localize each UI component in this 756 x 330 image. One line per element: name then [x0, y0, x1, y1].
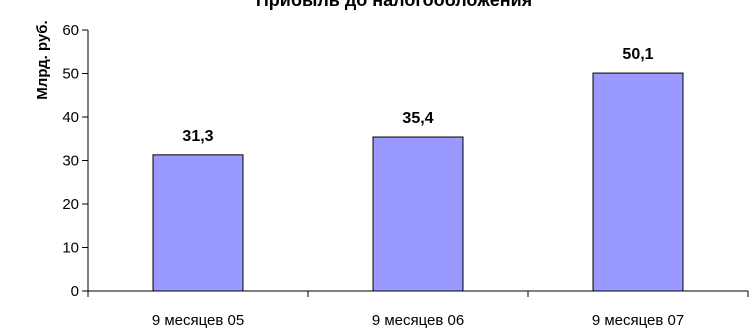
x-category-label: 9 месяцев 06: [372, 312, 464, 329]
bar: [592, 72, 684, 292]
bar: [372, 136, 464, 292]
y-tick-label: 50: [62, 66, 79, 83]
y-tick-label: 60: [62, 22, 79, 39]
y-tick-label: 40: [62, 109, 79, 126]
x-axis: 9 месяцев 05 9 месяцев 06 9 месяцев 07: [87, 290, 749, 329]
bar-data-label: 35,4: [402, 110, 433, 127]
y-tick-label: 10: [62, 240, 79, 257]
x-category-label: 9 месяцев 07: [592, 312, 684, 329]
bar-data-label: 31,3: [182, 128, 213, 145]
y-tick-label: 30: [62, 153, 79, 170]
chart-title: Прибыль до налогообложения: [256, 0, 532, 10]
bar: [152, 154, 244, 292]
bar-data-label: 50,1: [622, 46, 653, 63]
y-axis-title: Млрд. руб.: [34, 20, 51, 99]
y-tick-label: 0: [71, 283, 79, 300]
x-category-label: 9 месяцев 05: [152, 312, 244, 329]
y-axis: 0 10 20 30 40 50 60: [62, 22, 89, 300]
bar-series: 31,3 35,4 50,1: [152, 46, 684, 292]
y-tick-label: 20: [62, 196, 79, 213]
